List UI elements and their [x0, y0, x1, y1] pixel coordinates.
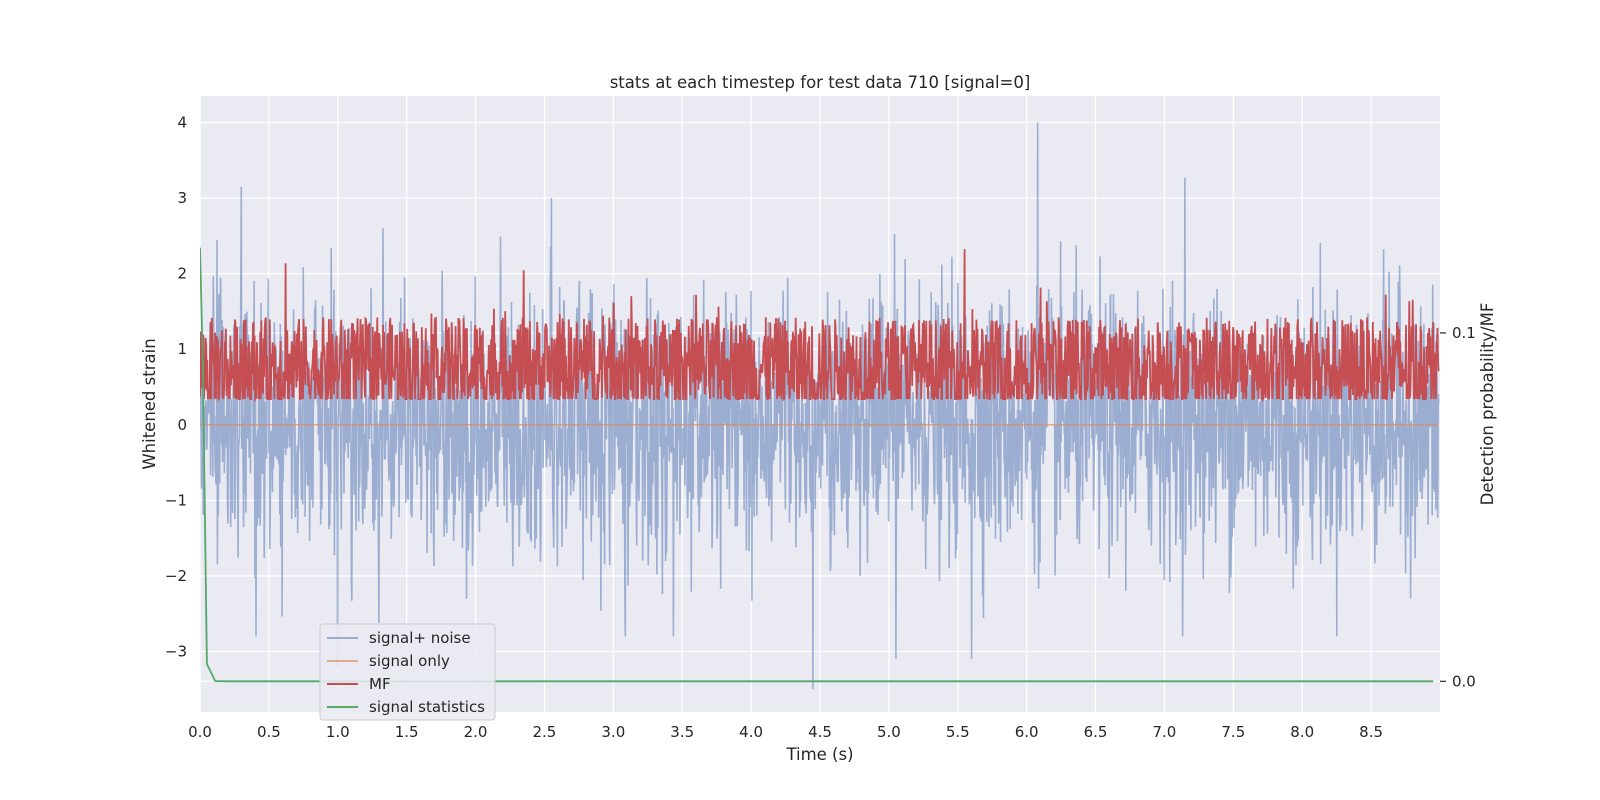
y-right-tick-label: 0.0 [1452, 672, 1476, 690]
y-right-axis-label: Detection probability/MF [1478, 303, 1497, 506]
series-mf [200, 249, 1440, 403]
y-tick-label: 4 [177, 113, 187, 131]
x-tick-label: 6.0 [1015, 723, 1039, 741]
x-tick-label: 4.0 [739, 723, 763, 741]
y-tick-label: −1 [165, 491, 187, 509]
x-tick-label: 2.5 [533, 723, 557, 741]
legend-label-signal-noise: signal+ noise [369, 629, 471, 647]
y-tick-label: 1 [177, 340, 187, 358]
x-tick-label: 1.5 [395, 723, 419, 741]
x-tick-label: 8.5 [1359, 723, 1383, 741]
x-tick-label: 3.0 [601, 723, 625, 741]
legend: signal+ noise signal only MF signal stat… [319, 623, 496, 721]
x-tick-label: 0.0 [188, 723, 212, 741]
x-tick-label: 2.0 [464, 723, 488, 741]
x-tick-label: 7.0 [1153, 723, 1177, 741]
y-right-axis-ticks: 0.0 0.1 [1440, 324, 1476, 690]
chart-title: stats at each timestep for test data 710… [610, 73, 1031, 92]
y-axis-label: Whitened strain [140, 338, 159, 469]
x-tick-label: 3.5 [670, 723, 694, 741]
x-tick-label: 1.0 [326, 723, 350, 741]
legend-label-signal-only: signal only [369, 652, 450, 670]
x-tick-label: 8.0 [1290, 723, 1314, 741]
y-tick-label: −2 [165, 567, 187, 585]
x-tick-label: 7.5 [1221, 723, 1245, 741]
y-right-tick-label: 0.1 [1452, 324, 1476, 342]
legend-label-mf: MF [369, 675, 391, 693]
x-tick-label: 5.5 [946, 723, 970, 741]
x-tick-label: 0.5 [257, 723, 281, 741]
y-axis-ticks: −3 −2 −1 0 1 2 3 4 [165, 113, 187, 660]
series-signal-noise [200, 122, 1440, 690]
legend-label-signal-statistics: signal statistics [369, 698, 485, 716]
legend-box [319, 623, 496, 721]
y-tick-label: 0 [177, 416, 187, 434]
x-axis-ticks: 0.0 0.5 1.0 1.5 2.0 2.5 3.0 3.5 4.0 4.5 5.0 5.5 6.0 6… [188, 723, 1383, 741]
x-tick-label: 4.5 [808, 723, 832, 741]
series-signal-statistics [200, 247, 1434, 683]
x-tick-label: 5.0 [877, 723, 901, 741]
x-axis-label: Time (s) [785, 745, 853, 764]
x-tick-label: 6.5 [1084, 723, 1108, 741]
y-tick-label: 3 [177, 189, 187, 207]
y-tick-label: 2 [177, 265, 187, 283]
series-layer [200, 122, 1440, 690]
y-tick-label: −3 [165, 643, 187, 661]
